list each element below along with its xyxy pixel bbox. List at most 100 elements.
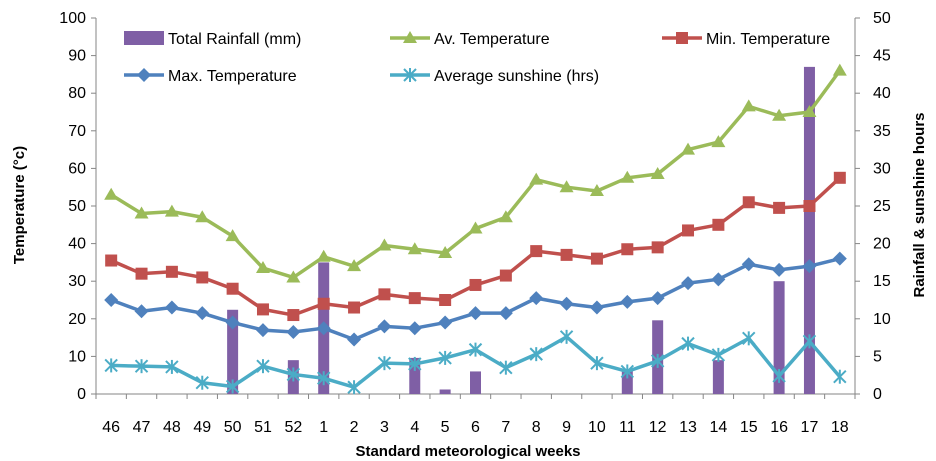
data-point-triangle bbox=[741, 99, 756, 112]
data-point-triangle bbox=[225, 229, 240, 242]
data-point-square bbox=[408, 292, 421, 305]
data-point-triangle bbox=[104, 187, 119, 200]
x-tick-label: 14 bbox=[709, 419, 727, 436]
legend-swatch-bar bbox=[124, 31, 164, 45]
data-point-square bbox=[256, 303, 269, 316]
y-right-tick-label: 15 bbox=[873, 273, 891, 290]
x-tick-label: 2 bbox=[350, 419, 359, 436]
data-point-square bbox=[348, 301, 361, 314]
data-point-triangle bbox=[498, 210, 513, 223]
data-point-diamond bbox=[438, 315, 453, 330]
rainfall-bar bbox=[621, 369, 633, 394]
data-point-asterisk bbox=[650, 353, 665, 368]
data-point-diamond bbox=[137, 68, 151, 82]
data-point-triangle bbox=[347, 259, 362, 272]
data-point-asterisk bbox=[403, 68, 417, 82]
rainfall-bar bbox=[439, 389, 451, 394]
y-left-tick-label: 60 bbox=[68, 160, 86, 177]
y-right-tick-label: 35 bbox=[873, 123, 891, 140]
data-point-asterisk bbox=[529, 347, 543, 362]
x-tick-label: 15 bbox=[740, 419, 758, 436]
data-point-asterisk bbox=[316, 371, 331, 386]
x-tick-label: 49 bbox=[193, 419, 211, 436]
rainfall-bar bbox=[227, 309, 239, 394]
y-left-tick-label: 40 bbox=[68, 236, 86, 253]
data-point-square bbox=[682, 224, 695, 237]
x-tick-label: 47 bbox=[133, 419, 151, 436]
data-point-asterisk bbox=[286, 367, 301, 382]
x-tick-label: 7 bbox=[501, 419, 510, 436]
rainfall-bar bbox=[470, 371, 481, 394]
temperature-lines bbox=[104, 63, 847, 395]
data-point-triangle bbox=[377, 238, 392, 251]
series-line bbox=[110, 69, 842, 280]
data-point-diamond bbox=[529, 291, 544, 306]
data-point-triangle bbox=[195, 210, 210, 223]
legend-item: Total Rainfall (mm) bbox=[124, 31, 301, 48]
data-point-asterisk bbox=[590, 356, 604, 371]
x-tick-label: 1 bbox=[319, 419, 328, 436]
x-tick-label: 9 bbox=[562, 419, 571, 436]
data-point-triangle bbox=[681, 142, 696, 155]
data-point-asterisk bbox=[165, 359, 179, 374]
data-point-diamond bbox=[620, 294, 635, 309]
data-point-asterisk bbox=[377, 356, 392, 371]
data-point-triangle bbox=[832, 63, 847, 76]
rainfall-bars bbox=[227, 66, 815, 394]
y-right-tick-label: 5 bbox=[873, 348, 882, 365]
x-tick-label: 46 bbox=[102, 419, 120, 436]
x-tick-label: 3 bbox=[380, 419, 389, 436]
data-point-diamond bbox=[347, 332, 362, 347]
data-point-asterisk bbox=[620, 364, 635, 379]
data-point-square bbox=[378, 288, 391, 301]
data-point-diamond bbox=[377, 319, 392, 334]
data-point-square bbox=[530, 245, 543, 258]
data-point-diamond bbox=[407, 321, 422, 336]
data-point-asterisk bbox=[742, 331, 756, 346]
data-point-asterisk bbox=[833, 369, 847, 384]
y-left-tick-label: 50 bbox=[68, 198, 86, 215]
series-square bbox=[105, 171, 846, 322]
data-point-diamond bbox=[681, 276, 696, 291]
data-point-triangle bbox=[286, 270, 301, 283]
data-point-square bbox=[439, 294, 452, 306]
data-point-diamond bbox=[772, 262, 787, 277]
data-point-square bbox=[742, 196, 755, 209]
series-diamond bbox=[104, 251, 847, 347]
y-right-tick-label: 40 bbox=[873, 85, 891, 102]
y-right-tick-label: 30 bbox=[873, 160, 891, 177]
data-point-triangle bbox=[711, 135, 726, 148]
data-point-square bbox=[712, 218, 725, 231]
data-point-asterisk bbox=[134, 359, 149, 374]
y-right-tick-label: 45 bbox=[873, 48, 891, 65]
y-left-tick-label: 20 bbox=[68, 311, 86, 328]
data-point-square bbox=[651, 241, 664, 254]
data-point-triangle bbox=[620, 170, 635, 183]
rainfall-bar bbox=[773, 281, 785, 394]
y-right-tick-label: 10 bbox=[873, 311, 891, 328]
data-point-triangle bbox=[468, 221, 483, 234]
data-point-square bbox=[833, 171, 846, 184]
series-triangle bbox=[104, 63, 847, 283]
x-tick-label: 5 bbox=[441, 419, 450, 436]
data-point-diamond bbox=[498, 306, 513, 321]
y-right-tick-label: 0 bbox=[873, 386, 882, 403]
data-point-triangle bbox=[559, 180, 574, 193]
data-point-diamond bbox=[255, 323, 270, 338]
data-point-diamond bbox=[589, 300, 604, 315]
legend-item: Max. Temperature bbox=[124, 68, 297, 85]
data-point-square bbox=[196, 271, 209, 284]
x-tick-label: 10 bbox=[588, 419, 606, 436]
series-line bbox=[110, 176, 842, 317]
data-point-triangle bbox=[529, 172, 544, 185]
data-point-asterisk bbox=[438, 350, 452, 365]
data-point-square bbox=[560, 248, 573, 261]
x-tick-label: 12 bbox=[649, 419, 667, 436]
x-tick-label: 17 bbox=[801, 419, 819, 436]
data-point-asterisk bbox=[347, 380, 361, 395]
data-point-diamond bbox=[195, 306, 210, 321]
rainfall-bar bbox=[803, 66, 815, 394]
legend-item: Average sunshine (hrs) bbox=[390, 68, 599, 85]
data-point-diamond bbox=[832, 251, 847, 266]
